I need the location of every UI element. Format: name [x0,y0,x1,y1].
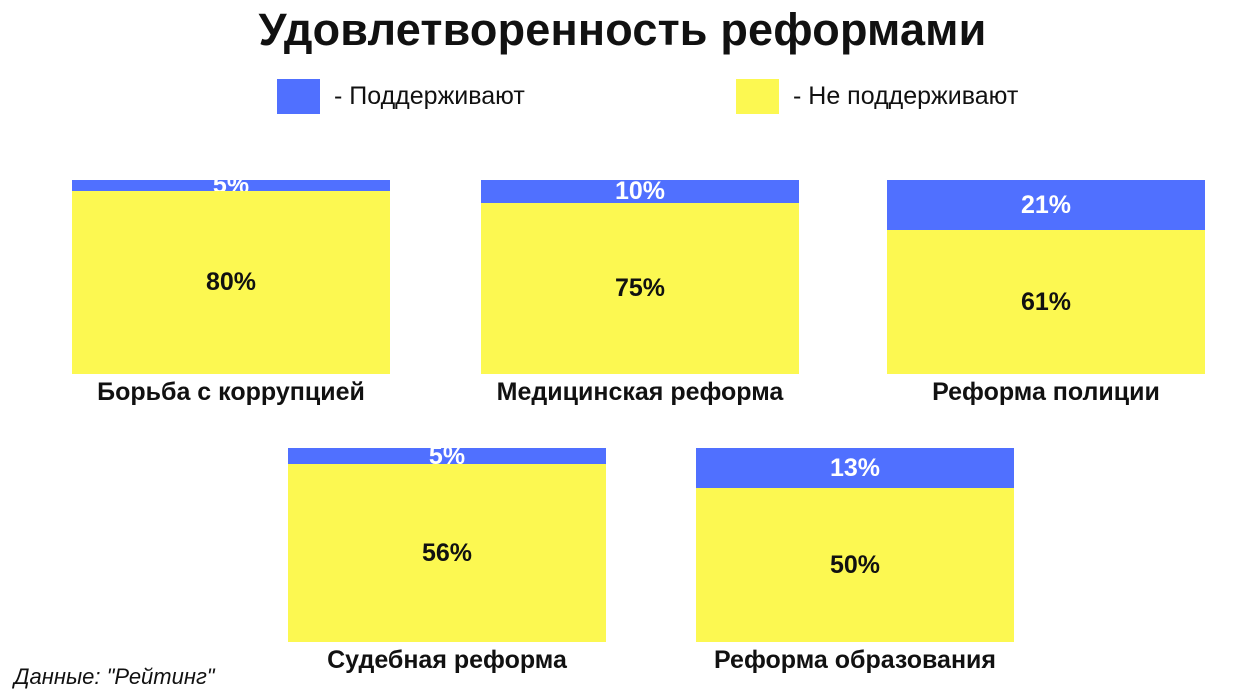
panel-1: 5% 80% [72,171,390,374]
source-note: Данные: "Рейтинг" [14,664,215,689]
bar-oppose: 56% [288,464,606,642]
bar-support: 10% [481,177,799,205]
legend-swatch-support [277,78,320,114]
bar-oppose: 61% [887,230,1205,374]
category-label: Борьба с коррупцией [97,378,365,406]
bar-support: 21% [887,180,1205,230]
bar-oppose: 50% [696,488,1014,642]
bar-support: 5% [288,442,606,470]
legend-item-support: - Поддерживают [277,78,525,114]
legend-label-oppose: - Не поддерживают [793,81,1019,110]
category-label: Судебная реформа [327,646,567,674]
panel-3: 21% 61% [887,180,1205,374]
panel-4: 5% 56% [288,442,606,642]
bar-oppose: 75% [481,203,799,374]
bar-oppose: 80% [72,191,390,374]
panel-2: 10% 75% [481,177,799,374]
legend-item-oppose: - Не поддерживают [736,78,1018,114]
category-label: Реформа образования [714,646,996,674]
bar-support: 13% [696,448,1014,488]
bar-support: 5% [72,171,390,199]
panel-5: 13% 50% [696,448,1014,642]
category-label: Реформа полиции [932,378,1160,406]
legend-swatch-oppose [736,78,779,114]
legend-label-support: - Поддерживают [334,81,525,110]
chart-title: Удовлетворенность реформами [258,4,987,55]
category-label: Медицинская реформа [496,378,784,406]
